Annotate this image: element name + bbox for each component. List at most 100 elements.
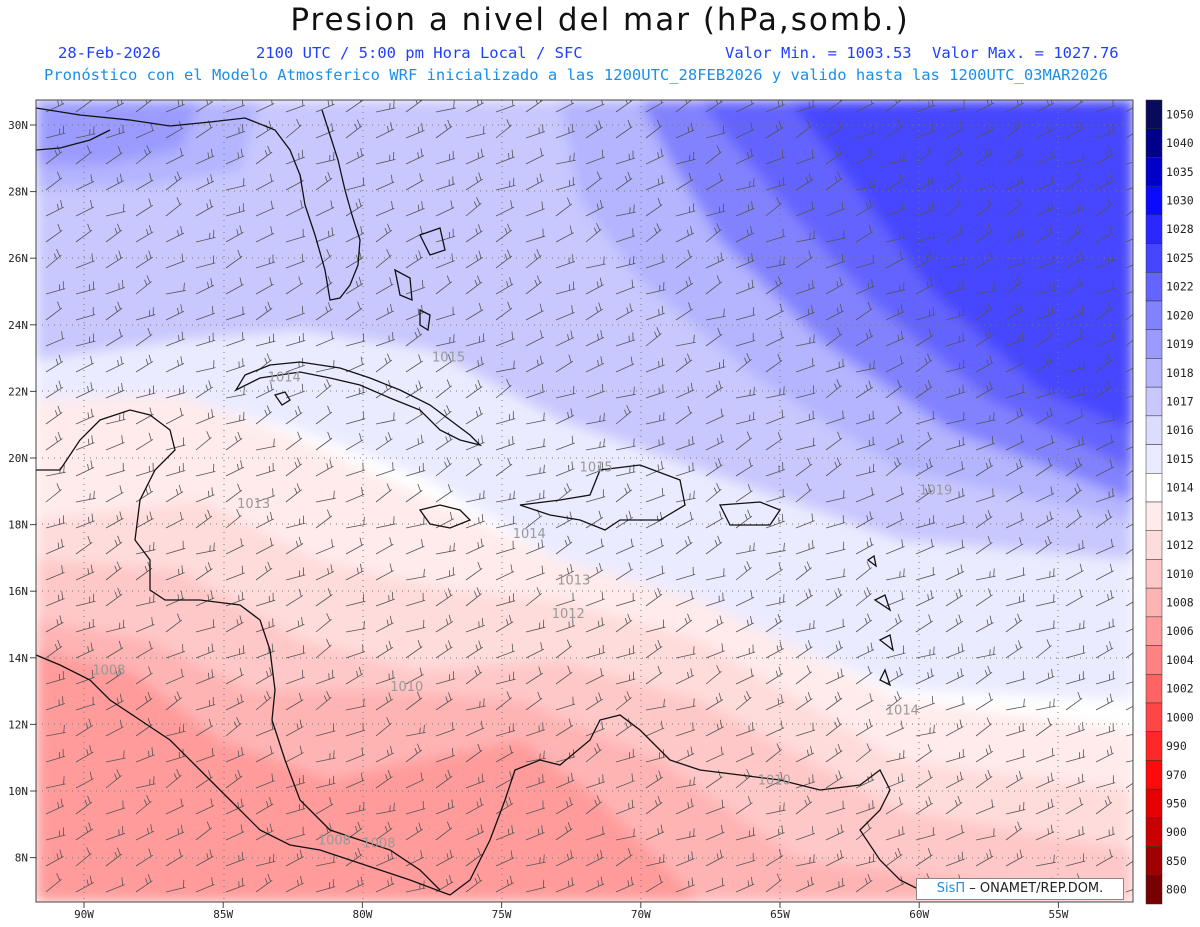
colorbar-label: 1022: [1166, 280, 1194, 294]
colorbar-label: 970: [1166, 768, 1187, 782]
colorbar-label: 850: [1166, 854, 1187, 868]
colorbar-label: 990: [1166, 739, 1187, 753]
colorbar: 1050 1040 1035 1030 1028 1025 1022 1020 1019 1018…: [1145, 99, 1194, 905]
forecast-date: 28-Feb-2026: [58, 44, 161, 62]
wind-barbs: [45, 100, 1133, 893]
colorbar-label: 1012: [1166, 538, 1194, 552]
lon-label: 90W: [74, 908, 94, 921]
colorbar-swatch: [1145, 415, 1163, 445]
colorbar-swatch: [1145, 358, 1163, 388]
colorbar-swatch: [1145, 817, 1163, 847]
contour-label: 1015: [580, 460, 613, 475]
lon-label: 85W: [213, 908, 233, 921]
lon-label: 75W: [492, 908, 512, 921]
colorbar-swatch: [1145, 587, 1163, 618]
colorbar-label: 1020: [1166, 308, 1194, 322]
coastlines: [36, 107, 931, 896]
colorbar-label: 1008: [1166, 596, 1194, 610]
colorbar-swatch: [1145, 702, 1163, 732]
colorbar-label: 1010: [1166, 567, 1194, 581]
contour-label: 1010: [390, 680, 423, 695]
colorbar-swatch: [1145, 674, 1163, 704]
colorbar-label: 1004: [1166, 653, 1194, 667]
pressure-bands: [36, 100, 1133, 902]
colorbar-label: 1000: [1166, 710, 1194, 724]
colorbar-label: 1014: [1166, 481, 1194, 495]
colorbar-label: 1017: [1166, 395, 1194, 409]
colorbar-label: 800: [1166, 883, 1187, 897]
colorbar-swatch: [1145, 444, 1163, 474]
colorbar-label: 1002: [1166, 682, 1194, 696]
colorbar-label: 1016: [1166, 423, 1194, 437]
contour-label: 1019: [919, 484, 952, 499]
lon-label: 60W: [909, 908, 929, 921]
colorbar-swatch: [1145, 272, 1163, 302]
colorbar-label: 1018: [1166, 366, 1194, 380]
chart-title: Presion a nivel del mar (hPa,somb.): [290, 2, 910, 38]
sispi-logo: SisΠ: [936, 881, 966, 896]
colorbar-swatch: [1145, 185, 1163, 216]
colorbar-swatch: [1145, 99, 1163, 129]
colorbar-label: 1019: [1166, 337, 1194, 351]
colorbar-swatch: [1145, 645, 1163, 675]
lat-label: 22N: [8, 385, 28, 398]
colorbar-swatch: [1145, 875, 1163, 905]
longitude-labels: 90W 85W 80W 75W 70W 65W 60W 55W: [74, 902, 1069, 921]
colorbar-label: 1050: [1166, 107, 1194, 121]
colorbar-swatch: [1145, 530, 1163, 560]
lat-label: 18N: [8, 519, 28, 532]
colorbar-swatch: [1145, 473, 1163, 503]
max-value: Valor Max. = 1027.76: [932, 44, 1119, 62]
lon-label: 55W: [1048, 908, 1068, 921]
map-area: 1015 1014 1013 1015 1019 1014 1013 1012 1010 1008…: [36, 100, 1133, 902]
lat-label: 12N: [8, 718, 28, 731]
colorbar-label: 1006: [1166, 624, 1194, 638]
latitude-labels: 30N 28N 26N 24N 22N 20N 18N 16N 14N 12N 10N 8N: [8, 119, 36, 865]
contour-label: 1014: [268, 370, 301, 385]
colorbar-swatch: [1145, 559, 1163, 589]
contour-label: 1008: [318, 833, 351, 848]
colorbar-label: 1025: [1166, 251, 1194, 265]
colorbar-swatch: [1145, 760, 1163, 790]
lat-label: 24N: [8, 319, 28, 332]
lat-label: 26N: [8, 252, 28, 265]
colorbar-swatch: [1145, 243, 1163, 273]
colorbar-label: 1040: [1166, 136, 1194, 150]
contour-labels: 1015 1014 1013 1015 1019 1014 1013 1012 1010 1008…: [92, 350, 952, 851]
credit-text: – ONAMET/REP.DOM.: [969, 881, 1104, 896]
lat-label: 20N: [8, 452, 28, 465]
colorbar-swatch: [1145, 214, 1163, 244]
colorbar-label: 950: [1166, 797, 1187, 811]
colorbar-swatch: [1145, 616, 1163, 646]
colorbar-swatch: [1145, 788, 1163, 819]
colorbar-swatch: [1145, 329, 1163, 359]
lat-label: 16N: [8, 585, 28, 598]
lon-label: 80W: [352, 908, 372, 921]
contour-label: 1015: [432, 350, 465, 365]
lat-label: 10N: [8, 785, 28, 798]
colorbar-label: 900: [1166, 825, 1187, 839]
contour-label: 1013: [557, 574, 590, 589]
colorbar-label: 1013: [1166, 509, 1194, 523]
colorbar-swatch: [1145, 501, 1163, 531]
colorbar-swatch: [1145, 157, 1163, 187]
contour-label: 1013: [237, 497, 270, 512]
colorbar-swatch: [1145, 846, 1163, 876]
forecast-time: 2100 UTC / 5:00 pm Hora Local / SFC: [256, 44, 583, 62]
contour-label: 1008: [92, 663, 125, 678]
lat-label: 30N: [8, 119, 28, 132]
credit-box: SisΠ – ONAMET/REP.DOM.: [916, 878, 1124, 900]
colorbar-label: 1035: [1166, 165, 1194, 179]
contour-label: 1014: [513, 527, 546, 542]
model-info: Pronóstico con el Modelo Atmosferico WRF…: [44, 66, 1108, 84]
colorbar-swatch: [1145, 386, 1163, 417]
lat-label: 14N: [8, 652, 28, 665]
contour-label: 1014: [886, 703, 919, 718]
colorbar-label: 1028: [1166, 222, 1194, 236]
map-frame: [35, 99, 1134, 903]
lat-label: 8N: [15, 852, 28, 865]
colorbar-swatch: [1145, 300, 1163, 330]
colorbar-swatch: [1145, 731, 1163, 761]
lon-label: 65W: [770, 908, 790, 921]
